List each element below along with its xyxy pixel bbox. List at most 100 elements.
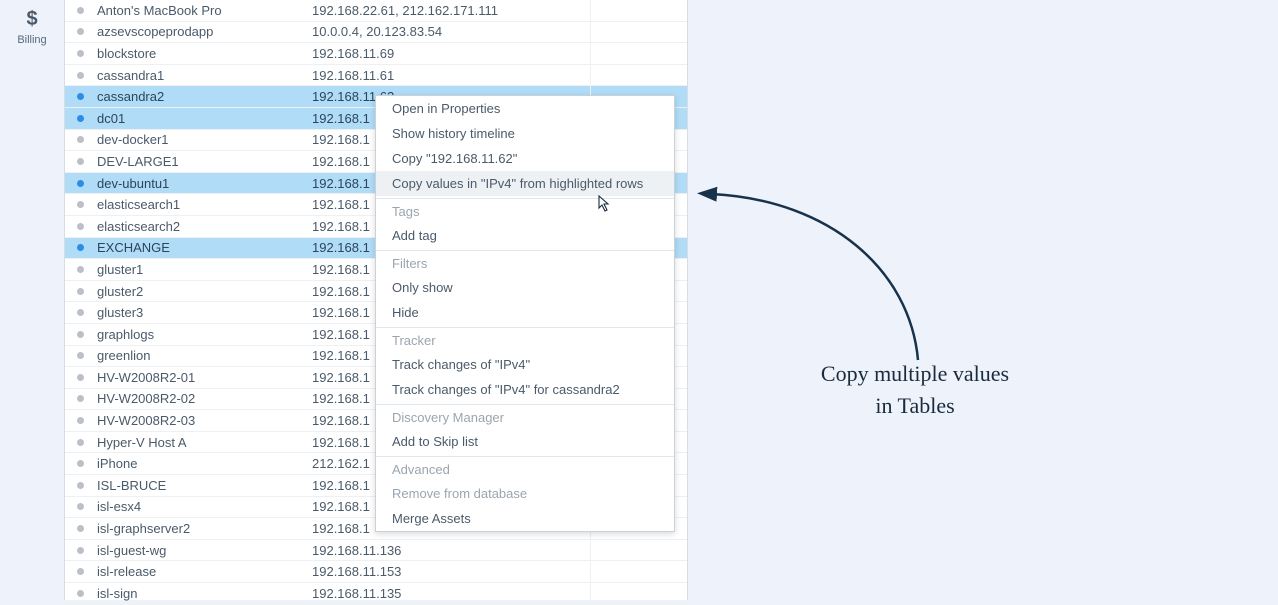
status-dot-icon xyxy=(77,331,84,338)
asset-name: dev-docker1 xyxy=(95,132,310,147)
table-row[interactable]: blockstore192.168.11.69 xyxy=(65,43,687,65)
menu-copy-column-values[interactable]: Copy values in "IPv4" from highlighted r… xyxy=(376,171,674,196)
asset-ip: 10.0.0.4, 20.123.83.54 xyxy=(310,24,687,39)
asset-name: isl-esx4 xyxy=(95,499,310,514)
status-dot-cell xyxy=(65,115,95,122)
table-row[interactable]: isl-sign192.168.11.135 xyxy=(65,583,687,605)
status-dot-cell xyxy=(65,525,95,532)
status-dot-icon xyxy=(77,223,84,230)
status-dot-icon xyxy=(77,201,84,208)
asset-name: elasticsearch1 xyxy=(95,197,310,212)
asset-ip: 192.168.11.69 xyxy=(310,46,687,61)
asset-name: Anton's MacBook Pro xyxy=(95,3,310,18)
table-row[interactable]: azsevscopeprodapp10.0.0.4, 20.123.83.54 xyxy=(65,22,687,44)
table-row[interactable]: isl-guest-wg192.168.11.136 xyxy=(65,540,687,562)
table-row[interactable]: isl-release192.168.11.153 xyxy=(65,561,687,583)
menu-open-properties[interactable]: Open in Properties xyxy=(376,96,674,121)
asset-name: ISL-BRUCE xyxy=(95,478,310,493)
status-dot-cell xyxy=(65,93,95,100)
menu-add-skip[interactable]: Add to Skip list xyxy=(376,429,674,454)
dollar-icon: $ xyxy=(0,8,64,31)
asset-name: dc01 xyxy=(95,111,310,126)
menu-section-tracker: Tracker xyxy=(376,327,674,352)
status-dot-icon xyxy=(77,244,84,251)
asset-name: cassandra2 xyxy=(95,89,310,104)
status-dot-cell xyxy=(65,374,95,381)
asset-name: isl-graphserver2 xyxy=(95,521,310,536)
status-dot-icon xyxy=(77,7,84,14)
status-dot-cell xyxy=(65,72,95,79)
status-dot-cell xyxy=(65,503,95,510)
status-dot-cell xyxy=(65,50,95,57)
asset-name: EXCHANGE xyxy=(95,240,310,255)
table-row[interactable]: Anton's MacBook Pro192.168.22.61, 212.16… xyxy=(65,0,687,22)
asset-ip: 192.168.11.136 xyxy=(310,543,687,558)
annotation-text: Copy multiple values in Tables xyxy=(790,358,1040,422)
status-dot-icon xyxy=(77,460,84,467)
status-dot-cell xyxy=(65,547,95,554)
status-dot-cell xyxy=(65,28,95,35)
status-dot-icon xyxy=(77,374,84,381)
status-dot-cell xyxy=(65,158,95,165)
asset-name: Hyper-V Host A xyxy=(95,435,310,450)
asset-name: isl-release xyxy=(95,564,310,579)
context-menu: Open in Properties Show history timeline… xyxy=(375,95,675,532)
status-dot-cell xyxy=(65,244,95,251)
status-dot-icon xyxy=(77,525,84,532)
menu-only-show[interactable]: Only show xyxy=(376,275,674,300)
asset-name: DEV-LARGE1 xyxy=(95,154,310,169)
status-dot-cell xyxy=(65,352,95,359)
menu-merge-assets[interactable]: Merge Assets xyxy=(376,506,674,531)
status-dot-icon xyxy=(77,439,84,446)
status-dot-icon xyxy=(77,395,84,402)
status-dot-icon xyxy=(77,288,84,295)
status-dot-icon xyxy=(77,136,84,143)
status-dot-cell xyxy=(65,7,95,14)
asset-name: iPhone xyxy=(95,456,310,471)
status-dot-cell xyxy=(65,223,95,230)
status-dot-cell xyxy=(65,201,95,208)
status-dot-icon xyxy=(77,266,84,273)
menu-copy-value[interactable]: Copy "192.168.11.62" xyxy=(376,146,674,171)
status-dot-icon xyxy=(77,417,84,424)
menu-add-tag[interactable]: Add tag xyxy=(376,223,674,248)
asset-name: gluster2 xyxy=(95,284,310,299)
asset-name: HV-W2008R2-01 xyxy=(95,370,310,385)
menu-track-row[interactable]: Track changes of "IPv4" for cassandra2 xyxy=(376,377,674,402)
status-dot-cell xyxy=(65,460,95,467)
menu-show-history[interactable]: Show history timeline xyxy=(376,121,674,146)
status-dot-icon xyxy=(77,590,84,597)
menu-hide[interactable]: Hide xyxy=(376,300,674,325)
status-dot-cell xyxy=(65,590,95,597)
status-dot-icon xyxy=(77,28,84,35)
sidebar-item-billing[interactable]: $ Billing xyxy=(0,0,64,56)
asset-ip: 192.168.11.61 xyxy=(310,68,687,83)
menu-track-column[interactable]: Track changes of "IPv4" xyxy=(376,352,674,377)
menu-section-discovery: Discovery Manager xyxy=(376,404,674,429)
status-dot-icon xyxy=(77,503,84,510)
asset-name: cassandra1 xyxy=(95,68,310,83)
asset-name: isl-guest-wg xyxy=(95,543,310,558)
asset-name: blockstore xyxy=(95,46,310,61)
annotation-line2: in Tables xyxy=(875,393,954,418)
menu-section-advanced: Advanced xyxy=(376,456,674,481)
menu-section-filters: Filters xyxy=(376,250,674,275)
status-dot-cell xyxy=(65,136,95,143)
status-dot-icon xyxy=(77,115,84,122)
menu-remove-db[interactable]: Remove from database xyxy=(376,481,674,506)
status-dot-icon xyxy=(77,482,84,489)
asset-name: azsevscopeprodapp xyxy=(95,24,310,39)
asset-name: elasticsearch2 xyxy=(95,219,310,234)
table-row[interactable]: cassandra1192.168.11.61 xyxy=(65,65,687,87)
status-dot-icon xyxy=(77,158,84,165)
status-dot-icon xyxy=(77,93,84,100)
asset-name: HV-W2008R2-03 xyxy=(95,413,310,428)
status-dot-icon xyxy=(77,309,84,316)
status-dot-icon xyxy=(77,352,84,359)
annotation-line1: Copy multiple values xyxy=(821,361,1009,386)
annotation-arrow xyxy=(700,180,1120,383)
asset-ip: 192.168.11.135 xyxy=(310,586,687,601)
status-dot-cell xyxy=(65,482,95,489)
status-dot-icon xyxy=(77,50,84,57)
status-dot-cell xyxy=(65,266,95,273)
